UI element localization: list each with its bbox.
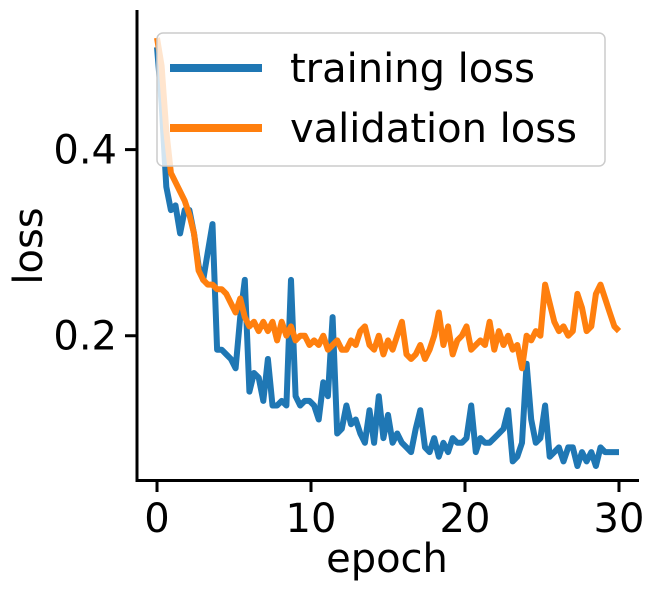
plot-area	[154, 37, 622, 469]
x-ticks: 0 10 20 30	[144, 481, 644, 542]
legend-box	[156, 32, 606, 167]
legend: training loss validation loss	[156, 32, 606, 167]
x-tick-label: 0	[144, 496, 169, 542]
x-axis-label: epoch	[326, 536, 448, 582]
y-ticks: 0.2 0.4	[53, 128, 136, 360]
x-tick-label: 30	[594, 496, 645, 542]
legend-label-validation-loss: validation loss	[290, 106, 577, 152]
y-tick-label: 0.2	[53, 314, 117, 360]
y-tick-label: 0.4	[53, 128, 117, 174]
x-tick-label: 10	[286, 496, 337, 542]
legend-label-training-loss: training loss	[290, 46, 535, 92]
series-line-validation-loss	[154, 37, 622, 372]
y-axis-label: loss	[6, 207, 52, 284]
axes	[135, 10, 639, 482]
x-tick-label: 20	[440, 496, 491, 542]
series-line-training-loss	[154, 46, 619, 469]
